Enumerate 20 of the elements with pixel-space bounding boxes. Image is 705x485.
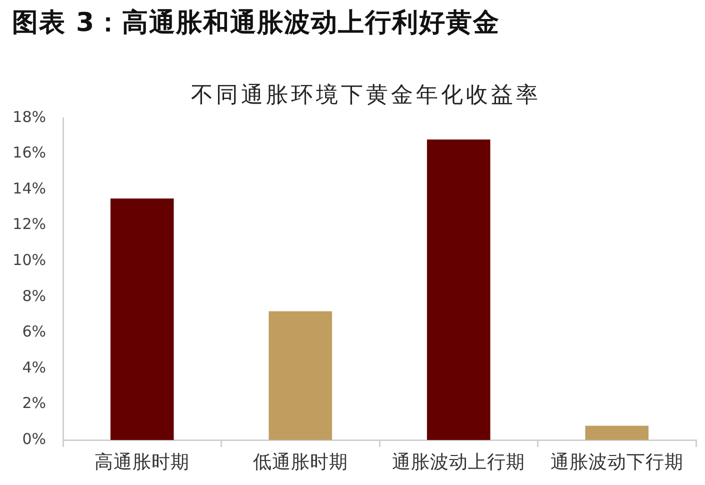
bar [426, 139, 490, 440]
x-tick-label: 低通胀时期 [252, 452, 348, 473]
y-tick-label: 2% [22, 394, 46, 412]
x-tick-label: 通胀波动下行期 [550, 452, 684, 473]
y-tick-label: 16% [12, 144, 46, 162]
y-tick-label: 18% [12, 108, 46, 126]
y-tick-label: 8% [22, 286, 46, 305]
x-tick-label: 高通胀时期 [94, 450, 190, 473]
x-tick-label: 通胀波动上行期 [392, 452, 526, 473]
y-tick-label: 14% [12, 179, 46, 198]
bar [585, 426, 649, 440]
chart-title: 图表 3：高通胀和通胀波动上行利好黄金 [12, 7, 500, 40]
y-tick-label: 4% [22, 358, 46, 376]
bar [268, 311, 332, 440]
y-tick-label: 12% [12, 215, 46, 234]
y-tick-label: 0% [22, 430, 46, 448]
y-tick-label: 6% [22, 322, 46, 341]
bar [110, 198, 174, 440]
y-tick-label: 10% [12, 251, 46, 269]
chart-subtitle: 不同通胀环境下黄金年化收益率 [191, 83, 541, 108]
